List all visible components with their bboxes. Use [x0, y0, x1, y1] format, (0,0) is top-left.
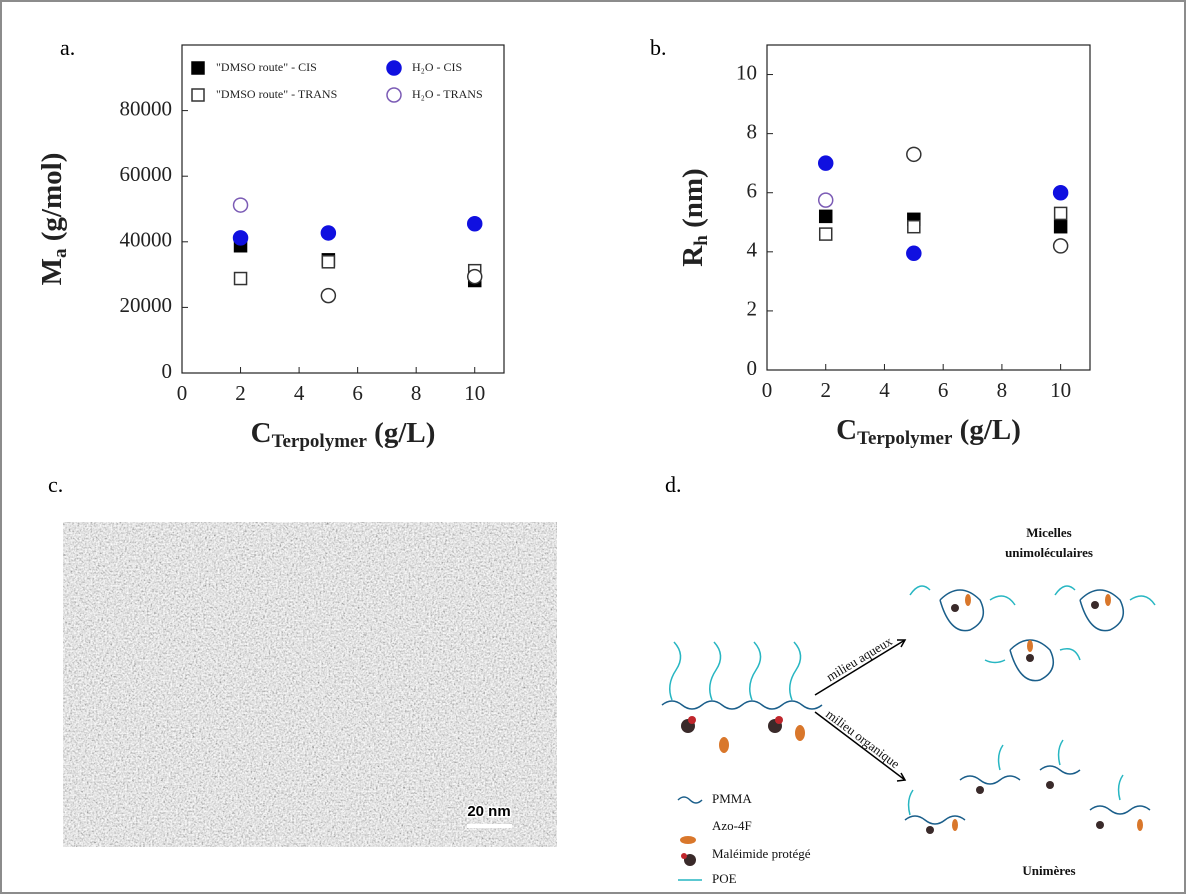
- plot-frame: [766, 44, 1091, 371]
- y-axis-label: Ma (g/mol): [36, 153, 72, 286]
- y-axis-label-sub: h: [691, 235, 712, 246]
- diagram-legend: Azo-4F: [712, 818, 752, 833]
- panel-label: b.: [650, 35, 667, 60]
- y-axis-label-sub: a: [50, 248, 71, 258]
- x-tick-label: 6: [938, 378, 949, 402]
- x-axis-label-sub: Terpolymer: [857, 428, 953, 449]
- marker: [1053, 206, 1068, 221]
- x-tick-label: 4: [879, 378, 890, 402]
- marker: [907, 219, 921, 234]
- marker: [906, 245, 922, 262]
- marker: [233, 271, 248, 286]
- marker: [321, 255, 336, 269]
- marker: [1053, 219, 1068, 234]
- diagram-legend: POE: [712, 871, 737, 886]
- tem-image: [63, 522, 557, 847]
- marker: [1052, 184, 1069, 201]
- diagram-legend: Maléimide protégé: [712, 846, 811, 861]
- legend-marker: [191, 61, 205, 75]
- x-axis-label: CTerpolymer (g/L): [251, 417, 436, 453]
- legend-label: H₂O - TRANS: [412, 87, 483, 101]
- diagram-label: unimoléculaires: [1005, 545, 1093, 560]
- panel-label: a.: [60, 35, 75, 60]
- x-tick-label: 6: [352, 381, 363, 405]
- x-axis-label-rest: (g/L): [367, 417, 435, 449]
- y-tick-label: 20000: [120, 293, 173, 317]
- y-axis-label-main: R: [677, 245, 709, 267]
- x-tick-label: 4: [294, 381, 305, 405]
- y-tick-label: 8: [747, 119, 758, 143]
- x-axis-label-sub: Terpolymer: [272, 431, 368, 452]
- marker: [1052, 238, 1069, 254]
- legend-label: "DMSO route" - TRANS: [216, 87, 337, 101]
- x-tick-label: 0: [762, 378, 773, 402]
- marker: [906, 146, 922, 163]
- diagram-label: Micelles: [1026, 525, 1071, 540]
- legend-label: "DMSO route" - CIS: [216, 60, 317, 74]
- y-tick-label: 6: [747, 179, 758, 203]
- marker: [818, 227, 833, 241]
- schematic: [661, 585, 1156, 881]
- marker: [232, 230, 249, 246]
- y-axis-label-rest: (g/mol): [36, 153, 68, 249]
- x-axis-label-main: C: [251, 417, 272, 449]
- y-tick-label: 0: [747, 356, 758, 380]
- x-tick-label: 10: [464, 381, 485, 405]
- diagram-legend: PMMA: [712, 791, 752, 806]
- marker: [466, 216, 483, 232]
- y-tick-label: 60000: [120, 162, 173, 186]
- x-axis-label-rest: (g/L): [952, 414, 1020, 446]
- x-tick-label: 8: [411, 381, 422, 405]
- legend-marker: [386, 60, 402, 76]
- y-tick-label: 40000: [120, 228, 173, 252]
- x-tick-label: 2: [820, 378, 831, 402]
- panel-label: c.: [48, 472, 63, 497]
- scale-bar-label: 20 nm: [467, 803, 510, 820]
- y-axis-label-rest: (nm): [677, 168, 709, 235]
- y-tick-label: 80000: [120, 96, 173, 120]
- y-tick-label: 10: [736, 60, 757, 84]
- plot-frame: [181, 44, 505, 374]
- legend-marker: [386, 87, 402, 103]
- schematic-particles: [680, 594, 1143, 866]
- marker: [817, 155, 834, 171]
- x-tick-label: 2: [235, 381, 246, 405]
- y-tick-label: 0: [162, 359, 173, 383]
- y-axis-label-main: M: [36, 258, 68, 285]
- y-axis-label: Rh (nm): [677, 168, 713, 266]
- y-tick-label: 2: [747, 297, 758, 321]
- x-tick-label: 10: [1050, 378, 1071, 402]
- marker: [817, 192, 834, 208]
- marker: [320, 287, 337, 304]
- diagram-label: Unimères: [1022, 863, 1075, 878]
- marker: [320, 225, 337, 241]
- marker: [232, 197, 249, 213]
- panel-label: d.: [665, 472, 682, 497]
- x-axis-label-main: C: [836, 414, 857, 446]
- legend-label: H₂O - CIS: [412, 60, 462, 74]
- marker: [466, 268, 483, 285]
- x-tick-label: 8: [997, 378, 1008, 402]
- legend-marker: [191, 88, 205, 102]
- marker: [818, 209, 833, 224]
- y-tick-label: 4: [747, 238, 758, 262]
- x-axis-label: CTerpolymer (g/L): [836, 414, 1021, 450]
- x-tick-label: 0: [177, 381, 188, 405]
